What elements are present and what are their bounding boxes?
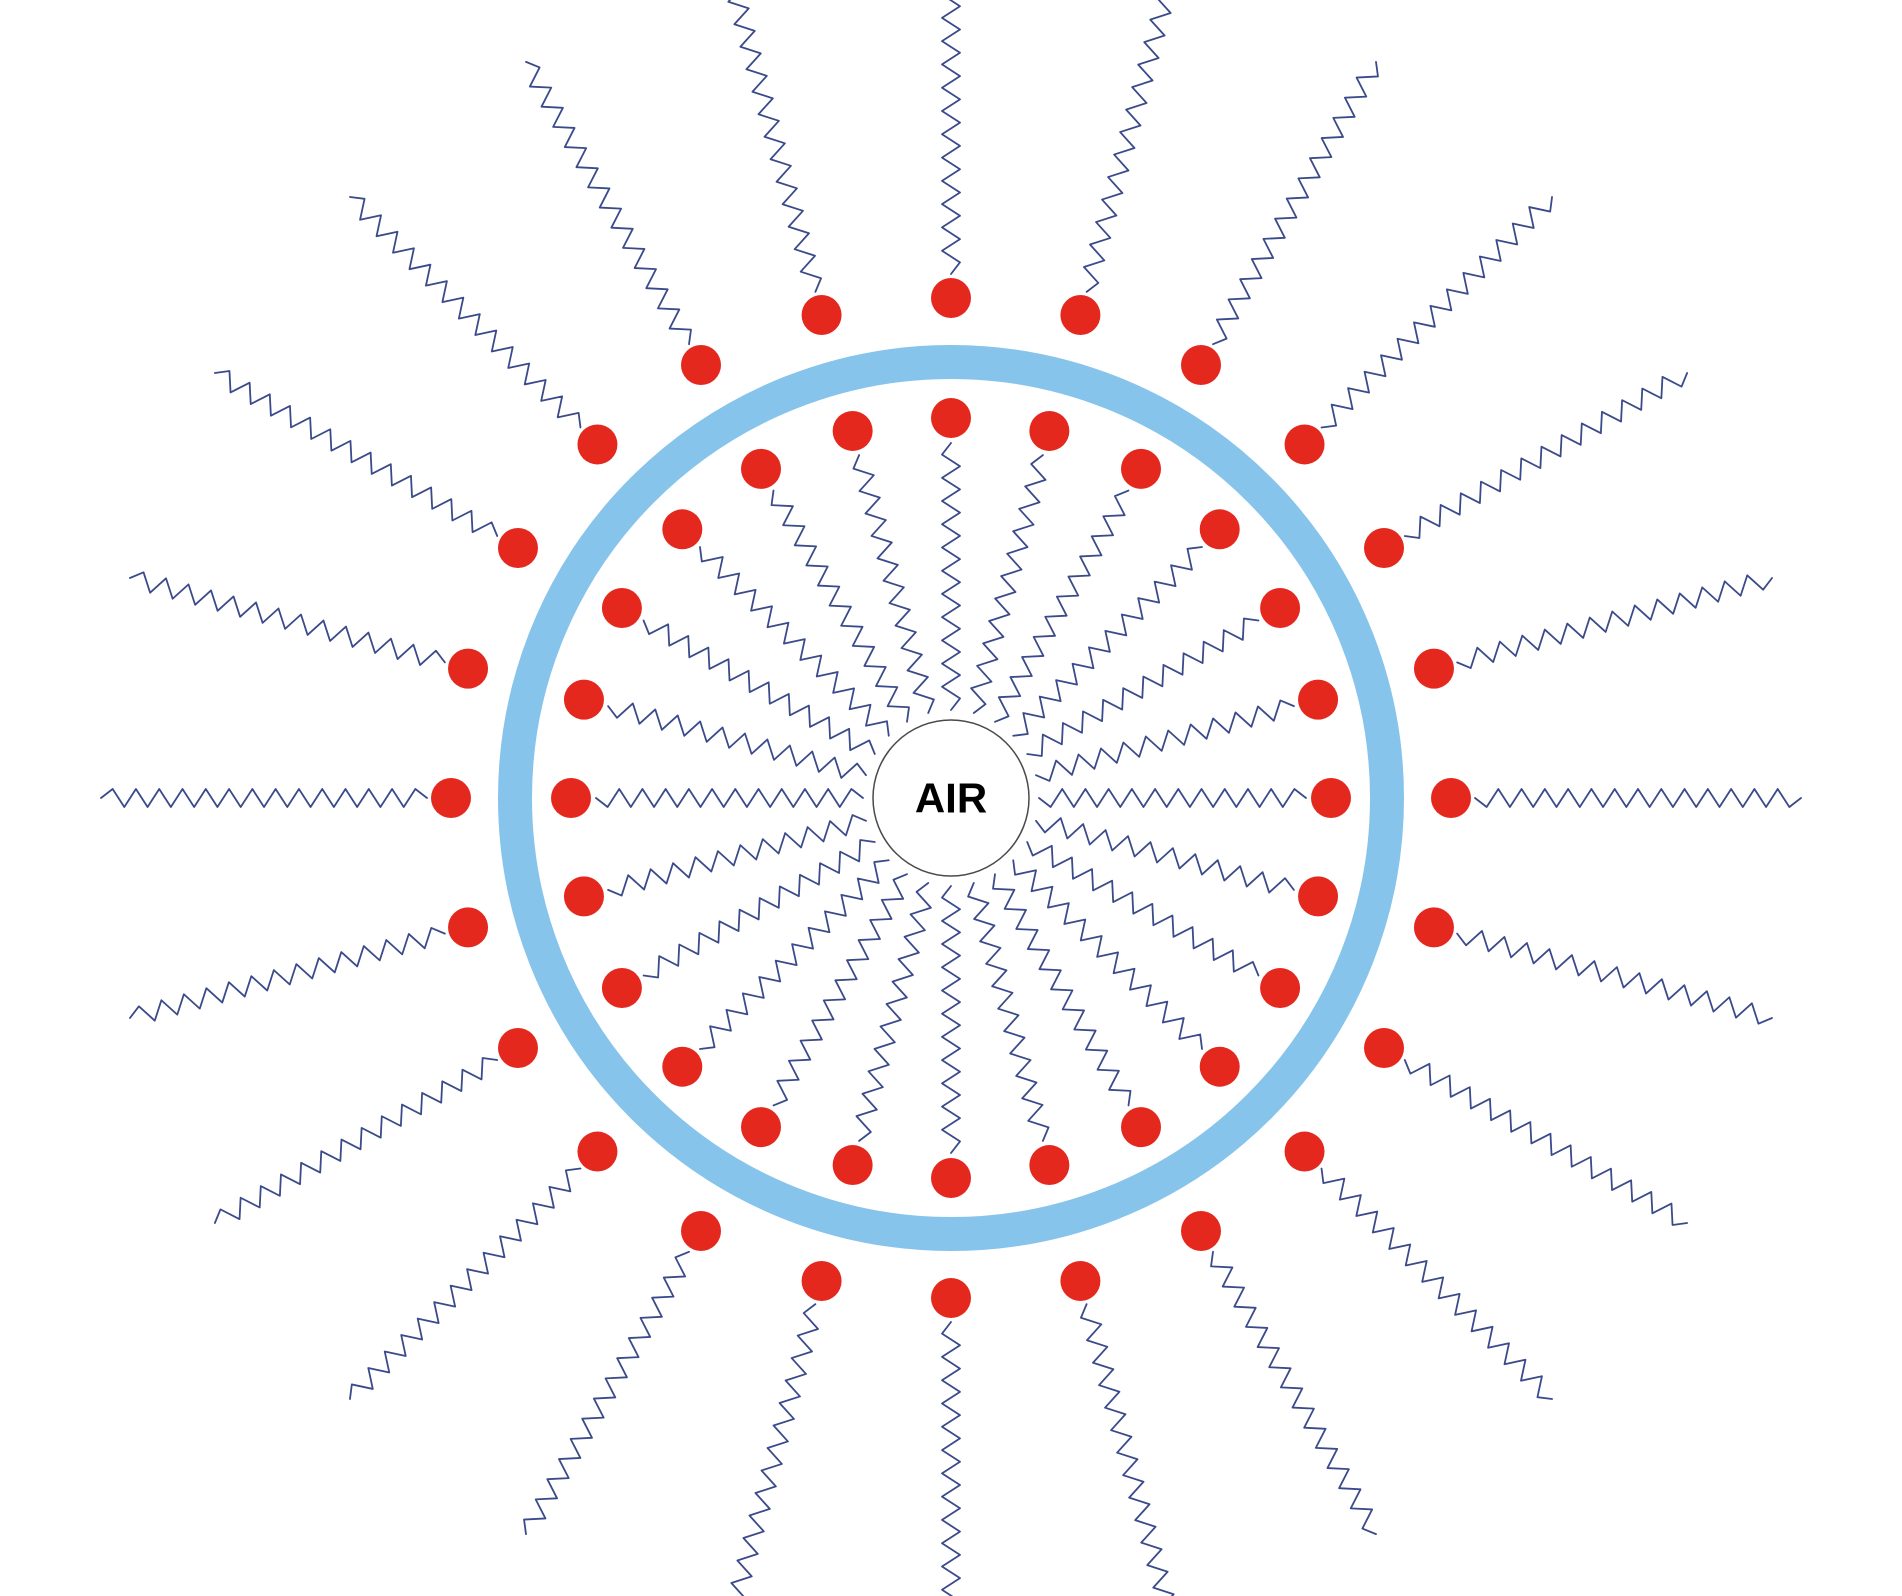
outer-surfactant-tail: [101, 789, 427, 807]
inner-surfactant-tail: [1013, 860, 1202, 1049]
outer-surfactant-tail: [728, 0, 821, 292]
outer-surfactant-head: [448, 907, 488, 947]
inner-surfactant-head: [564, 876, 604, 916]
outer-surfactant-head: [681, 345, 721, 385]
inner-surfactant-tail: [700, 547, 889, 736]
outer-surfactant-head: [802, 1261, 842, 1301]
inner-surfactant-tail: [1039, 789, 1306, 807]
inner-surfactant-head: [1260, 968, 1300, 1008]
outer-surfactant-head: [498, 1028, 538, 1068]
outer-surfactant-tail: [215, 1058, 497, 1223]
outer-surfactant-tail: [1405, 1060, 1687, 1225]
inner-surfactant-head: [1311, 778, 1351, 818]
outer-surfactant-head: [1060, 1261, 1100, 1301]
inner-surfactant-head: [931, 1158, 971, 1198]
air-core: AIR: [873, 720, 1029, 876]
outer-surfactant-head: [1414, 649, 1454, 689]
inner-surfactant-tail: [608, 815, 866, 895]
inner-surfactant-tail: [774, 874, 908, 1105]
inner-surfactant-tail: [1036, 818, 1294, 892]
inner-surfactant-head: [564, 680, 604, 720]
outer-surfactant-head: [498, 528, 538, 568]
inner-surfactant-tail: [1036, 700, 1294, 780]
inner-surfactant-head: [551, 778, 591, 818]
inner-surfactant-head: [1029, 411, 1069, 451]
outer-surfactant-head: [431, 778, 471, 818]
inner-surfactant-head: [1200, 509, 1240, 549]
outer-surfactant-head: [931, 1278, 971, 1318]
outer-surfactant-head: [1285, 1132, 1325, 1172]
outer-surfactant-head: [577, 1132, 617, 1172]
inner-surfactant-tail: [1027, 619, 1258, 756]
inner-surfactant-tail: [993, 874, 1130, 1105]
inner-surfactant-tail: [853, 455, 933, 713]
inner-surfactant-tail: [772, 491, 909, 722]
inner-surfactant-head: [602, 588, 642, 628]
inner-surfactant-head: [602, 968, 642, 1008]
outer-surfactant-tail: [1081, 1304, 1174, 1596]
micelle-diagram: AIR: [0, 0, 1902, 1596]
inner-surfactant-tail: [942, 886, 960, 1153]
outer-surfactant-tail: [1084, 0, 1177, 292]
outer-surfactant-head: [681, 1211, 721, 1251]
outer-surfactant-tail: [1213, 62, 1378, 344]
outer-surfactant-head: [1285, 424, 1325, 464]
inner-surfactant-tail: [1027, 842, 1258, 976]
outer-surfactant-head: [1181, 1211, 1221, 1251]
inner-surfactant-head: [1200, 1047, 1240, 1087]
inner-surfactant-head: [1029, 1145, 1069, 1185]
outer-surfactant-tail: [524, 1252, 689, 1534]
outer-surfactant-head: [1431, 778, 1471, 818]
inner-surfactant-tail: [942, 443, 960, 710]
outer-surfactant-tail: [942, 1322, 960, 1596]
inner-surfactant-head: [1121, 449, 1161, 489]
inner-surfactant-tail: [644, 621, 875, 755]
inner-surfactant-tail: [995, 491, 1129, 722]
inner-surfactant-tail: [856, 883, 930, 1141]
inner-surfactant-tail: [968, 883, 1048, 1141]
inner-surfactant-head: [662, 509, 702, 549]
outer-surfactant-tail: [130, 928, 445, 1021]
outer-surfactant-head: [1364, 528, 1404, 568]
inner-surfactant-tail: [644, 840, 875, 977]
outer-surfactant-tail: [1457, 575, 1772, 668]
outer-surfactant-head: [1181, 345, 1221, 385]
inner-surfactant-tail: [596, 789, 863, 807]
outer-surfactant-tail: [1405, 373, 1687, 538]
outer-surfactant-tail: [725, 1304, 818, 1596]
outer-surfactant-head: [802, 295, 842, 335]
inner-surfactant-tail: [700, 860, 889, 1049]
inner-surfactant-head: [662, 1047, 702, 1087]
inner-surfactant-head: [741, 449, 781, 489]
outer-surfactant-head: [1414, 907, 1454, 947]
outer-surfactant-tail: [1475, 789, 1801, 807]
outer-surfactant-tail: [350, 1169, 581, 1400]
outer-surfactant-tail: [350, 197, 581, 428]
outer-surfactant-head: [577, 424, 617, 464]
inner-surfactant-head: [1260, 588, 1300, 628]
inner-surfactant-tail: [608, 703, 866, 777]
inner-surfactant-head: [1298, 680, 1338, 720]
inner-surfactant-tail: [1013, 547, 1202, 736]
outer-surfactant-tail: [130, 572, 445, 665]
outer-surfactant-head: [1060, 295, 1100, 335]
outer-surfactant-tail: [526, 62, 691, 344]
outer-surfactant-tail: [1457, 931, 1772, 1024]
inner-surfactant-head: [931, 398, 971, 438]
outer-surfactant-tail: [942, 0, 960, 274]
inner-surfactant-head: [1298, 876, 1338, 916]
outer-surfactant-tail: [215, 371, 497, 536]
air-label: AIR: [915, 775, 987, 822]
inner-surfactant-tail: [971, 455, 1045, 713]
outer-surfactant-head: [931, 278, 971, 318]
inner-surfactant-head: [833, 1145, 873, 1185]
inner-surfactant-head: [1121, 1107, 1161, 1147]
inner-surfactant-head: [741, 1107, 781, 1147]
outer-surfactant-head: [448, 649, 488, 689]
inner-surfactant-head: [833, 411, 873, 451]
outer-surfactant-tail: [1211, 1252, 1376, 1534]
outer-surfactant-tail: [1322, 197, 1553, 428]
outer-surfactant-tail: [1322, 1169, 1553, 1400]
outer-surfactant-head: [1364, 1028, 1404, 1068]
